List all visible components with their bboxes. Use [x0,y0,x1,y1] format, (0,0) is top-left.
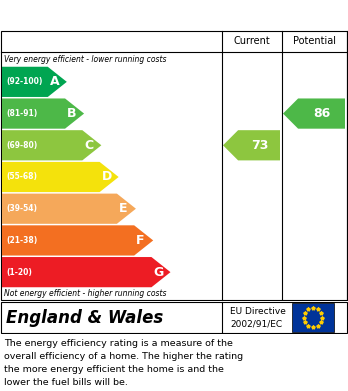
Polygon shape [2,99,84,129]
Text: Not energy efficient - higher running costs: Not energy efficient - higher running co… [4,289,166,298]
Text: Current: Current [234,36,270,47]
Text: (81-91): (81-91) [6,109,37,118]
Polygon shape [223,130,280,160]
Text: E: E [119,202,127,215]
Text: F: F [136,234,145,247]
Text: 73: 73 [251,139,268,152]
Polygon shape [2,130,101,160]
Text: (69-80): (69-80) [6,141,37,150]
Text: (55-68): (55-68) [6,172,37,181]
Text: England & Wales: England & Wales [6,309,163,327]
Polygon shape [2,162,119,192]
Text: 2002/91/EC: 2002/91/EC [230,319,282,328]
Text: D: D [102,170,112,183]
Text: EU Directive: EU Directive [230,307,286,316]
Bar [292,303,334,332]
Text: (92-100): (92-100) [6,77,42,86]
Polygon shape [2,67,67,97]
Text: (39-54): (39-54) [6,204,37,213]
Polygon shape [2,257,171,287]
Polygon shape [2,225,153,256]
Text: A: A [50,75,60,88]
Text: Potential: Potential [293,36,337,47]
Text: The energy efficiency rating is a measure of the
overall efficiency of a home. T: The energy efficiency rating is a measur… [4,339,243,387]
Text: 86: 86 [314,107,331,120]
Text: Energy Efficiency Rating: Energy Efficiency Rating [8,7,229,23]
Text: B: B [67,107,77,120]
Polygon shape [283,99,345,129]
Text: Very energy efficient - lower running costs: Very energy efficient - lower running co… [4,56,166,65]
Text: (1-20): (1-20) [6,268,32,277]
Text: G: G [153,265,164,279]
Polygon shape [2,194,136,224]
Text: (21-38): (21-38) [6,236,37,245]
Text: C: C [84,139,94,152]
